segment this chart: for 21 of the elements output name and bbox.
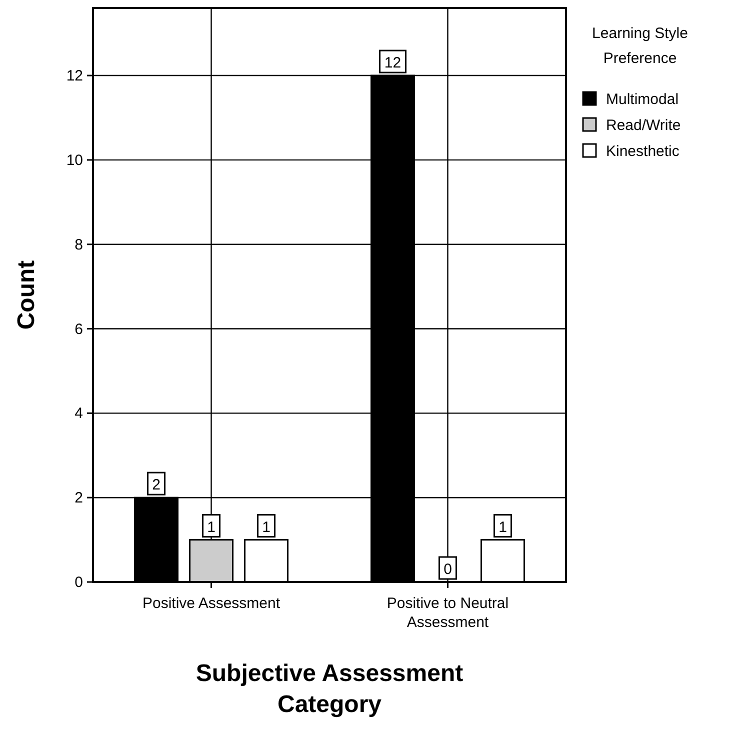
y-tick-label: 6 bbox=[74, 320, 83, 338]
data-label: 1 bbox=[207, 518, 216, 536]
y-tick-label: 0 bbox=[74, 574, 83, 591]
y-tick-label: 8 bbox=[74, 236, 83, 254]
y-axis-title: Count bbox=[13, 260, 40, 330]
y-tick-label: 4 bbox=[74, 405, 83, 422]
y-tick-label: 2 bbox=[74, 490, 83, 507]
data-label: 1 bbox=[498, 518, 507, 536]
legend-title: Learning Style Preference bbox=[592, 25, 688, 67]
data-label: 1 bbox=[262, 518, 270, 536]
y-tick-label: 10 bbox=[66, 152, 83, 169]
legend-label: Kinesthetic bbox=[606, 143, 680, 160]
x-tick-label: Positive to Neutral Assessment bbox=[386, 595, 509, 631]
legend-label: Read/Write bbox=[606, 117, 681, 134]
legend-label: Multimodal bbox=[606, 91, 679, 108]
x-tick-label: Positive Assessment bbox=[142, 595, 281, 612]
data-label: 12 bbox=[384, 54, 402, 72]
y-tick-label: 12 bbox=[66, 68, 83, 85]
data-label: 2 bbox=[152, 476, 160, 494]
x-axis-title: Subjective Assessment Category bbox=[196, 660, 464, 718]
data-label: 0 bbox=[444, 561, 452, 578]
